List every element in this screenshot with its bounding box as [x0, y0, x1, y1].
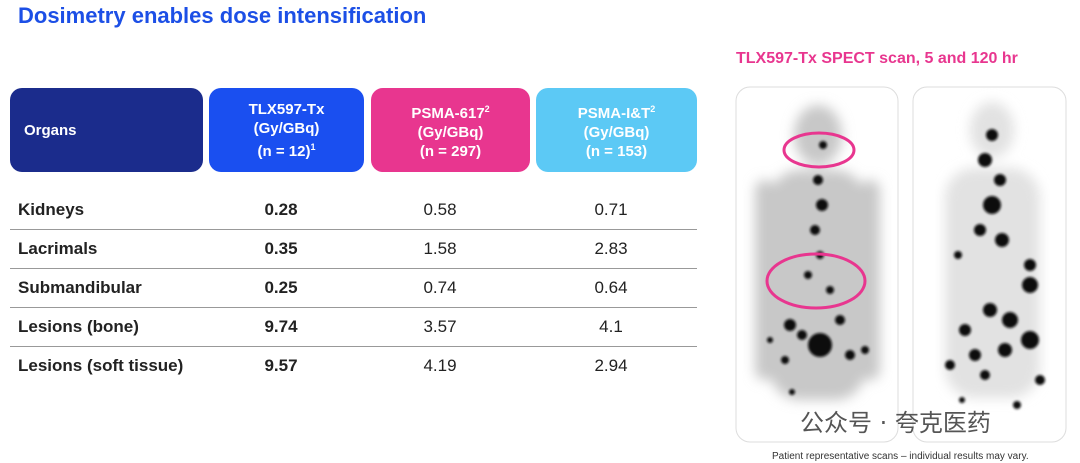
value-cell: 0.64 [594, 278, 628, 297]
header-text: (n = 12)1 [258, 138, 316, 161]
value-cell: 4.19 [423, 356, 457, 375]
table-row: Kidneys 0.28 0.58 0.71 [10, 190, 697, 229]
header-text: (n = 153) [585, 142, 648, 160]
highlight-ring [782, 131, 856, 169]
value-cell: 4.1 [599, 317, 623, 336]
body-silhouette [755, 105, 880, 400]
value-cell: 0.74 [423, 278, 457, 297]
header-text: (Gy/GBq) [417, 123, 484, 141]
table-row: Lacrimals 0.35 1.58 2.83 [10, 229, 697, 268]
value-cell: 0.71 [594, 200, 628, 219]
scan-caption: Patient representative scans – individua… [772, 451, 1029, 462]
uptake-spots [767, 129, 1045, 409]
value-cell: 0.25 [264, 278, 298, 297]
header-text: PSMA-617 [411, 104, 485, 122]
table-row: Lesions (bone) 9.74 3.57 4.1 [10, 307, 697, 346]
row-separator [10, 268, 697, 269]
scan-images [735, 86, 1067, 443]
header-text: (n = 12) [257, 142, 311, 160]
header-cell: PSMA-6172 (Gy/GBq) (n = 297) [371, 88, 530, 172]
footnote-mark: 1 [310, 141, 316, 152]
footnote-mark: 2 [484, 103, 490, 114]
table-row: Submandibular 0.25 0.74 0.64 [10, 268, 697, 307]
header-cell: PSMA-I&T2 (Gy/GBq) (n = 153) [536, 88, 697, 172]
value-cell: 0.58 [423, 200, 457, 219]
row-separator [10, 307, 697, 308]
value-cell: 9.74 [264, 317, 298, 336]
value-cell: 1.58 [423, 239, 457, 258]
table-row: Lesions (soft tissue) 9.57 4.19 2.94 [10, 346, 697, 385]
header-text: PSMA-I&T2 [578, 100, 656, 123]
header-cell: TLX597-Tx (Gy/GBq) (n = 12)1 [209, 88, 364, 172]
header-text: (Gy/GBq) [583, 123, 650, 141]
organ-label: Lesions (bone) [18, 317, 139, 336]
row-separator [10, 229, 697, 230]
organ-label: Kidneys [18, 200, 85, 219]
organ-label: Lacrimals [18, 239, 98, 258]
header-cell: Organs [10, 88, 203, 172]
header-text: (n = 297) [419, 142, 482, 160]
header-text: Organs [24, 121, 77, 139]
value-cell: 3.57 [423, 317, 457, 336]
row-separator [10, 346, 697, 347]
value-cell: 2.94 [594, 356, 628, 375]
value-cell: 0.28 [264, 200, 298, 219]
header-text: PSMA-6172 [411, 100, 489, 123]
slide-title: Dosimetry enables dose intensification [18, 3, 427, 28]
footnote-mark: 2 [650, 103, 656, 114]
value-cell: 2.83 [594, 239, 628, 258]
value-cell: 0.35 [264, 239, 298, 258]
header-text: PSMA-I&T [577, 104, 651, 122]
highlight-ring [765, 252, 867, 310]
organ-label: Lesions (soft tissue) [18, 356, 184, 375]
organ-label: Submandibular [18, 278, 142, 297]
header-text: TLX597-Tx [248, 100, 325, 118]
value-cell: 9.57 [264, 356, 298, 375]
watermark: 公众号 · 夸克医药 [800, 409, 991, 437]
header-text: (Gy/GBq) [253, 119, 320, 137]
scan-title: TLX597-Tx SPECT scan, 5 and 120 hr [736, 50, 1018, 67]
